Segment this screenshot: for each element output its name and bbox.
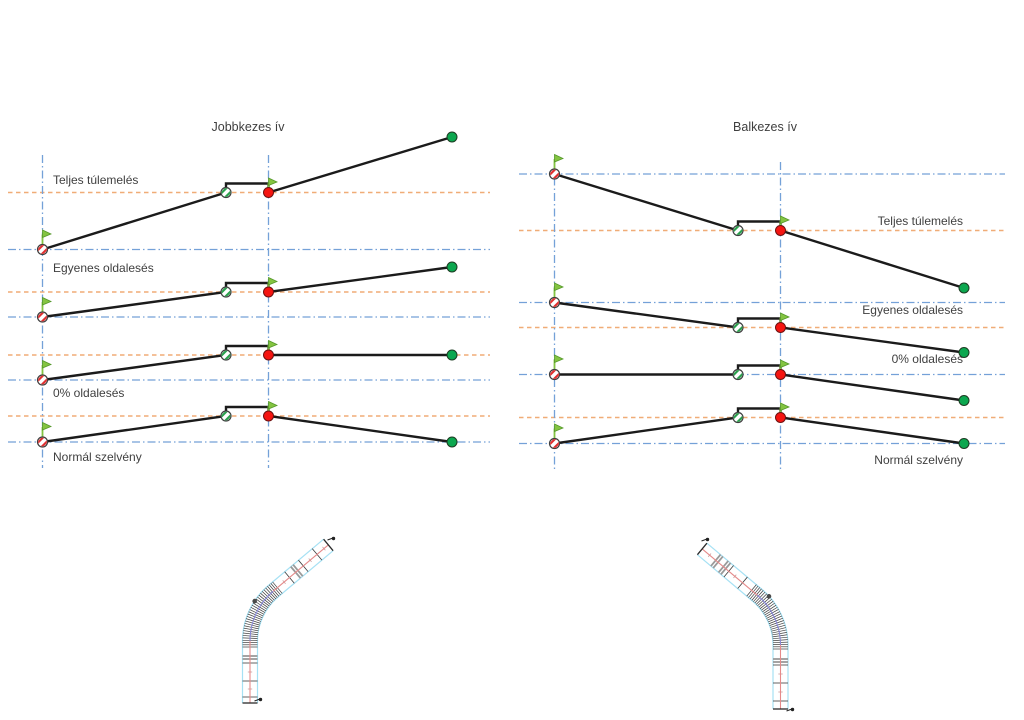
- row-label-straight-crossfall-left: Egyenes oldalesés: [53, 260, 154, 275]
- edge-point-marker: [958, 347, 970, 358]
- road-end-cap: [323, 538, 334, 552]
- pivot-point-marker: [263, 286, 274, 298]
- cross-slope-surface-line: [554, 407, 965, 445]
- station-end-marker: [701, 537, 710, 542]
- road-centerline-curve: [756, 594, 782, 646]
- edge-point-marker: [958, 282, 970, 294]
- section-start-marker: [36, 374, 49, 386]
- road-centerline-straight: [272, 544, 329, 592]
- road-edge-line: [256, 550, 334, 703]
- section-start-marker: [36, 436, 49, 448]
- row-label-full-superelevation-left: Teljes túlemelés: [53, 173, 139, 187]
- flag-icon: [553, 423, 564, 441]
- left-hand-curve-diagram: [519, 153, 1005, 471]
- section-start-marker: [548, 296, 561, 309]
- edge-point-marker: [446, 131, 458, 143]
- right-diagram-title: Balkezes ív: [733, 120, 797, 134]
- station-end-marker: [786, 707, 795, 712]
- flag-icon: [553, 282, 564, 300]
- pivot-point-marker: [263, 410, 274, 422]
- left-hand-curve-plan: [696, 537, 795, 712]
- road-edge-line: [706, 542, 789, 709]
- cross-slope-surface-line: [554, 301, 965, 354]
- left-diagram-title: Jobbkezes ív: [211, 120, 285, 134]
- flag-icon: [41, 229, 52, 247]
- pivot-point-marker: [263, 349, 274, 361]
- road-end-cap: [696, 542, 708, 556]
- right-hand-curve-diagram: [8, 131, 490, 468]
- cross-slope-surface-line: [42, 135, 453, 251]
- hinge-point-marker: [732, 321, 744, 334]
- right-hand-curve-plan: [241, 536, 336, 704]
- hinge-point-marker: [732, 224, 744, 237]
- row-label-zero-crossfall-left: 0% oldalesés: [53, 386, 125, 400]
- edge-point-marker: [958, 395, 970, 406]
- section-start-marker: [548, 437, 561, 450]
- row-label-normal-section-right: Normál szelvény: [874, 452, 963, 467]
- hinge-point-marker: [220, 186, 232, 199]
- road-centerline-straight: [701, 548, 758, 596]
- station-end-marker: [327, 536, 336, 541]
- edge-point-marker: [958, 438, 970, 449]
- section-start-marker: [36, 311, 49, 323]
- row-label-full-superelevation-right: Teljes túlemelés: [877, 213, 963, 228]
- row-label-zero-crossfall-right: 0% oldalesés: [891, 352, 963, 366]
- hinge-point-marker: [732, 411, 744, 424]
- flag-icon: [553, 354, 564, 372]
- cross-slope-surface-line: [554, 364, 965, 402]
- hinge-point-marker: [220, 286, 232, 298]
- flag-icon: [41, 296, 52, 314]
- curve-midpoint-marker: [252, 598, 257, 604]
- row-label-normal-section-left: Normál szelvény: [53, 449, 142, 464]
- cross-slope-surface-line: [554, 172, 965, 290]
- flag-icon: [41, 421, 52, 439]
- section-start-marker: [548, 368, 561, 381]
- curve-midpoint-marker: [766, 594, 772, 599]
- pivot-point-marker: [263, 187, 274, 198]
- section-start-marker: [548, 168, 561, 180]
- section-start-marker: [36, 243, 49, 256]
- pivot-point-marker: [775, 369, 786, 380]
- station-end-marker: [254, 697, 263, 702]
- pivot-point-marker: [775, 412, 786, 423]
- road-centerline-curve: [249, 590, 274, 642]
- hinge-point-marker: [220, 410, 232, 422]
- pivot-point-marker: [775, 225, 786, 236]
- pivot-point-marker: [775, 322, 786, 333]
- road-edge-line: [697, 554, 774, 709]
- cross-slope-surface-line: [42, 265, 453, 319]
- hinge-point-marker: [732, 368, 744, 381]
- flag-icon: [553, 153, 564, 171]
- edge-point-marker: [446, 436, 458, 448]
- edge-point-marker: [446, 349, 458, 361]
- cross-slope-surface-line: [42, 344, 452, 382]
- cross-slope-surface-line: [42, 405, 453, 444]
- edge-point-marker: [446, 261, 458, 273]
- hinge-point-marker: [220, 349, 232, 361]
- flag-icon: [41, 359, 52, 377]
- row-label-straight-crossfall-right: Egyenes oldalesés: [862, 302, 963, 317]
